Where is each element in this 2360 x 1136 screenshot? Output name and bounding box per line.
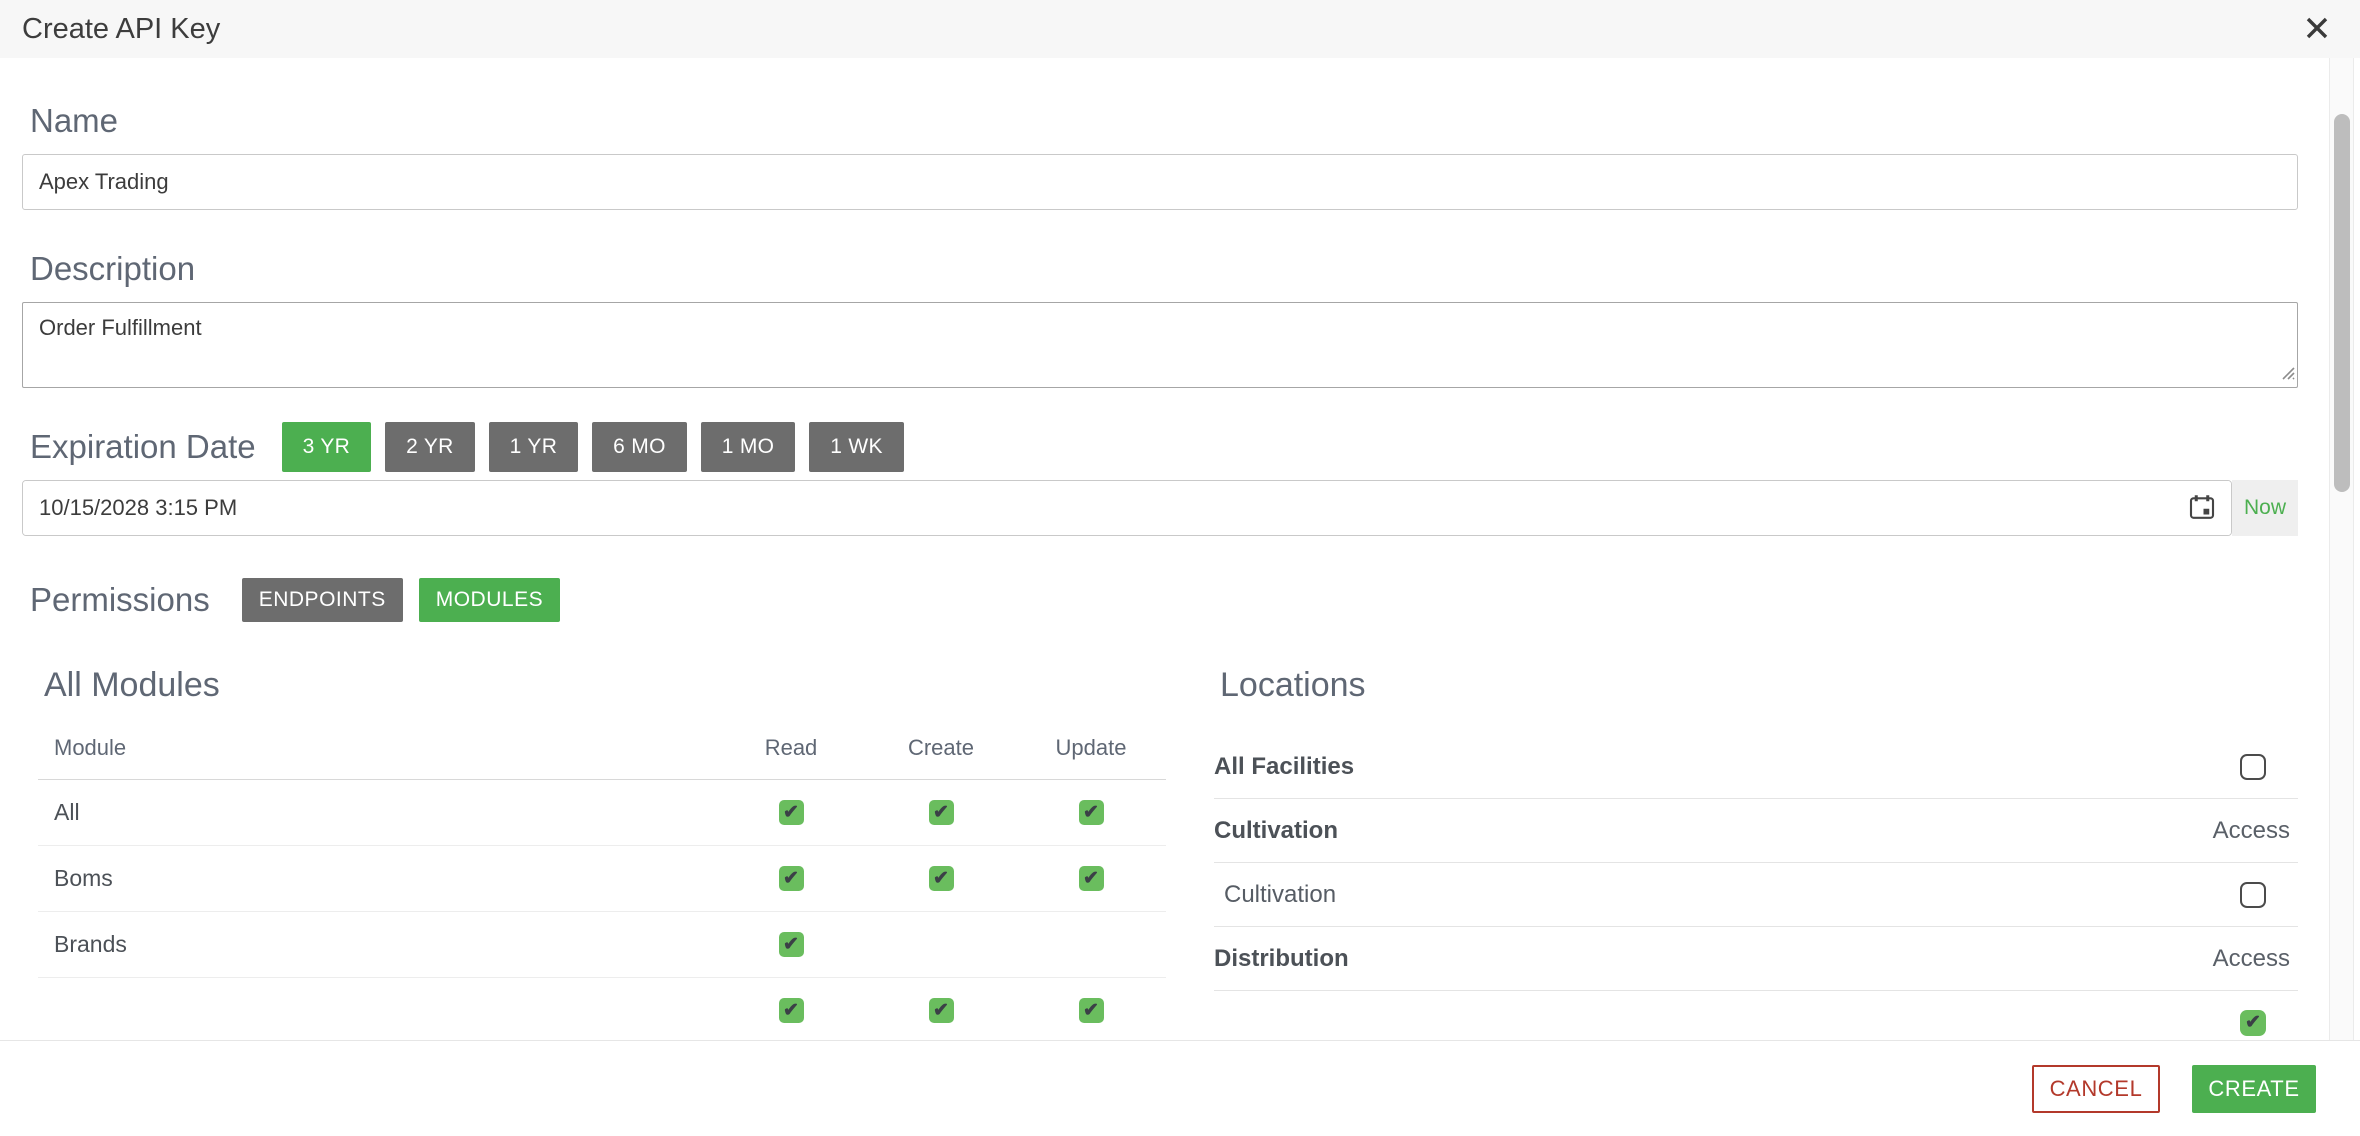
expiration-date-input[interactable]	[23, 481, 2173, 535]
module-name: All	[54, 799, 80, 825]
scrollbar-thumb[interactable]	[2334, 114, 2350, 492]
location-checkbox[interactable]: ✔	[2240, 753, 2266, 780]
checkbox-read[interactable]: ✔	[778, 800, 804, 825]
location-name: Cultivation	[1214, 816, 1338, 844]
checkbox-read[interactable]: ✔	[778, 932, 804, 957]
preset-2yr-button[interactable]: 2 YR	[385, 422, 475, 472]
check-icon: ✔	[1083, 1000, 1099, 1021]
check-icon: ✔	[783, 1000, 799, 1021]
check-icon: ✔	[1083, 802, 1099, 823]
preset-6mo-button[interactable]: 6 MO	[592, 422, 687, 472]
modules-heading: All Modules	[44, 666, 220, 704]
modules-toggle[interactable]: MODULES	[418, 578, 561, 622]
location-name: Distribution	[1214, 944, 1349, 972]
preset-1mo-button[interactable]: 1 MO	[700, 422, 796, 472]
access-label[interactable]: Access	[2212, 944, 2290, 972]
location-checkbox[interactable]: ✔	[2240, 881, 2266, 908]
name-input[interactable]	[22, 154, 2298, 210]
location-checkbox[interactable]: ✔	[2240, 1009, 2266, 1036]
close-button[interactable]	[2300, 12, 2334, 46]
module-name: Brands	[54, 931, 127, 957]
modules-panel: All Modules Module Read Create Update Al…	[38, 652, 1166, 1040]
locations-panel: Locations All Facilities ✔ Cultivation A…	[1214, 652, 2298, 1040]
modal-footer: CANCEL CREATE	[0, 1040, 2360, 1136]
permissions-label: Permissions	[30, 581, 210, 618]
locations-heading: Locations	[1220, 666, 1366, 704]
checkbox-update[interactable]: ✔	[1078, 866, 1104, 891]
location-row-partial: ✔	[1214, 991, 2298, 1040]
module-row-all: All ✔ ✔ ✔	[38, 780, 1166, 846]
checkbox-read[interactable]: ✔	[778, 998, 804, 1023]
create-button[interactable]: CREATE	[2192, 1064, 2316, 1113]
module-row-brands: Brands ✔ ✔ ✔	[38, 912, 1166, 978]
column-update: Update	[1055, 735, 1127, 760]
now-button[interactable]: Now	[2232, 480, 2298, 536]
modal-title: Create API Key	[22, 12, 221, 45]
column-read: Read	[764, 735, 818, 760]
checkbox-read[interactable]: ✔	[778, 866, 804, 891]
name-label: Name	[30, 102, 119, 139]
module-row-partial: ✔ ✔ ✔	[38, 978, 1166, 1040]
preset-1wk-button[interactable]: 1 WK	[809, 422, 904, 472]
location-row-cultivation: Cultivation ✔	[1214, 863, 2298, 927]
check-icon: ✔	[933, 868, 949, 889]
check-icon: ✔	[2245, 1012, 2261, 1033]
column-module: Module	[54, 735, 127, 760]
check-icon: ✔	[933, 1000, 949, 1021]
access-label[interactable]: Access	[2212, 816, 2290, 844]
endpoints-toggle[interactable]: ENDPOINTS	[241, 578, 403, 622]
checkbox-create[interactable]: ✔	[928, 800, 954, 825]
modal-header: Create API Key	[0, 0, 2360, 58]
location-name: All Facilities	[1214, 752, 1355, 780]
checkbox-update[interactable]: ✔	[1078, 800, 1104, 825]
check-icon: ✔	[783, 802, 799, 823]
location-row-all-facilities: All Facilities ✔	[1214, 735, 2298, 799]
location-row-cultivation-group: Cultivation Access	[1214, 799, 2298, 863]
check-icon: ✔	[1083, 868, 1099, 889]
calendar-button[interactable]	[2173, 481, 2231, 535]
check-icon: ✔	[783, 868, 799, 889]
module-row-boms: Boms ✔ ✔ ✔	[38, 846, 1166, 912]
checkbox-create[interactable]: ✔	[928, 866, 954, 891]
description-label: Description	[30, 250, 196, 287]
modules-table-header: Module Read Create Update	[38, 735, 1166, 780]
calendar-icon	[2187, 492, 2217, 525]
resize-grip-icon	[2282, 367, 2295, 385]
modal-body: Name Description Order Fulfillment Expir…	[0, 58, 2360, 1040]
check-icon: ✔	[783, 934, 799, 955]
description-textarea[interactable]: Order Fulfillment	[22, 302, 2298, 388]
expiration-date-field	[22, 480, 2232, 536]
location-row-distribution-group: Distribution Access	[1214, 927, 2298, 991]
scrollbar-track[interactable]	[2329, 58, 2354, 1040]
expiration-label: Expiration Date	[30, 428, 256, 465]
check-icon: ✔	[933, 802, 949, 823]
cancel-button[interactable]: CANCEL	[2032, 1064, 2160, 1113]
column-create: Create	[907, 735, 975, 760]
preset-3yr-button[interactable]: 3 YR	[281, 422, 372, 472]
preset-1yr-button[interactable]: 1 YR	[488, 422, 579, 472]
location-name: Cultivation	[1224, 880, 1337, 908]
module-name: Boms	[54, 865, 113, 891]
checkbox-update[interactable]: ✔	[1078, 998, 1104, 1023]
checkbox-create[interactable]: ✔	[928, 998, 954, 1023]
close-icon	[2304, 15, 2330, 44]
